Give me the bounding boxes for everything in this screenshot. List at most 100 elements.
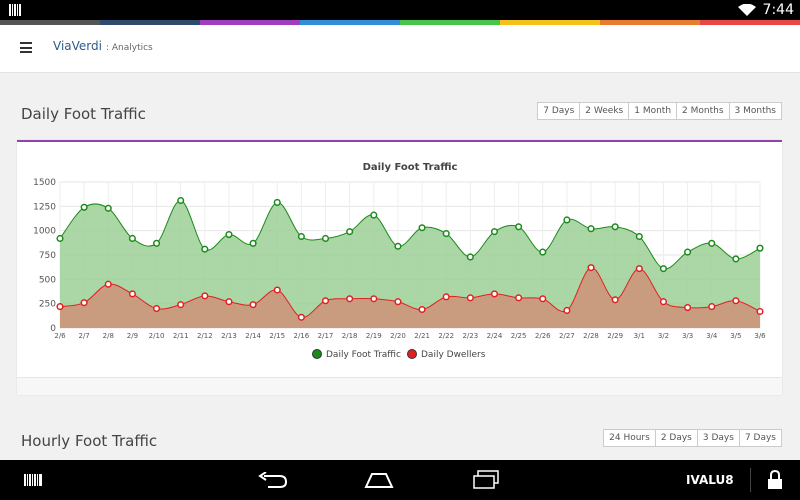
data-point [515,294,523,302]
brand-subtitle: : Analytics [105,43,153,53]
x-tick-label: 2/23 [462,332,478,340]
data-point [153,239,161,247]
hourly-range-button[interactable]: 7 Days [744,433,776,443]
data-point [297,313,305,321]
brand-name: ViaVerdi [53,39,102,53]
legend-marker [312,349,322,359]
data-point [442,293,450,301]
hourly-range-button[interactable]: 2 Days [656,430,698,446]
y-tick-label: 500 [39,275,56,285]
daily-range-button[interactable]: 7 Days [538,103,581,119]
data-point [466,253,474,261]
stripe-segment [100,20,200,25]
chart-title: Daily Foot Traffic [363,162,458,173]
x-tick-label: 2/29 [607,332,623,340]
data-point [128,290,136,298]
x-tick-label: 2/13 [221,332,237,340]
data-point [128,234,136,243]
data-point [490,228,499,236]
barcode-icon [9,4,21,16]
data-point [659,265,667,273]
daily-range-button[interactable]: 2 Months [677,103,730,119]
data-point [225,231,233,239]
device-brand: IVALU8 [686,473,734,487]
card-footer [17,377,782,395]
data-point [732,255,740,263]
y-tick-label: 250 [39,300,56,310]
y-tick-label: 1000 [33,227,56,237]
stripe-segment [400,20,500,25]
data-point [418,305,426,314]
barcode-icon[interactable] [24,474,42,486]
recent-apps-icon[interactable] [472,470,500,490]
y-tick-label: 0 [50,324,56,334]
color-stripe [0,20,800,25]
data-point [177,196,185,205]
data-point [225,298,233,306]
data-point [104,204,112,212]
daily-range-button[interactable]: 1 Month [629,103,678,119]
data-point [635,265,643,273]
data-point [177,301,185,309]
x-tick-label: 2/9 [127,332,138,340]
x-tick-label: 3/4 [706,332,718,340]
x-tick-label: 2/28 [583,332,599,340]
hourly-range-button[interactable]: 24 Hours [604,430,656,446]
x-tick-label: 3/5 [730,332,741,340]
x-tick-label: 2/7 [79,332,90,340]
daily-section-title: Daily Foot Traffic [21,105,146,123]
data-point [442,230,450,238]
stripe-segment [600,20,700,25]
data-point [273,198,281,206]
daily-range-button[interactable]: 2 Weeks [580,103,630,119]
x-tick-label: 2/6 [54,332,66,340]
data-point [370,211,378,219]
x-tick-label: 2/14 [245,332,261,340]
daily-chart-card: Daily Foot Traffic 0 250 500 750 1000 1250 1500… [17,140,782,395]
brand-title: ViaVerdi: Analytics [53,39,153,53]
daily-range-button[interactable]: 3 Months [734,106,776,116]
hamburger-menu-icon[interactable] [20,42,32,53]
data-point [346,228,354,236]
data-point [611,223,619,231]
x-tick-label: 2/17 [318,332,334,340]
data-point [80,203,88,211]
hourly-range-button[interactable]: 3 Days [698,430,740,446]
y-tick-label: 1500 [33,178,56,188]
data-point [201,292,209,300]
stripe-segment [200,20,300,25]
data-point [756,307,764,316]
stripe-segment [700,20,800,25]
data-point [104,280,112,288]
data-point [394,242,402,250]
system-nav-bar: IVALU8 [0,460,800,500]
data-point [539,295,547,303]
home-icon[interactable] [364,472,394,488]
y-tick-label: 750 [39,251,56,261]
data-point [466,294,474,302]
data-point [201,245,209,253]
stripe-segment [500,20,600,25]
data-point [684,248,692,256]
data-point [80,299,88,307]
data-point [684,304,692,312]
x-tick-label: 2/25 [511,332,527,340]
data-point [635,232,643,241]
data-point [346,295,354,303]
data-point [708,239,716,247]
x-tick-label: 2/19 [366,332,382,340]
data-point [394,298,402,306]
back-icon[interactable] [258,472,288,488]
x-tick-label: 2/15 [269,332,285,340]
data-point [56,303,64,311]
x-tick-label: 2/18 [342,332,358,340]
lock-icon[interactable] [767,470,783,490]
data-point [56,234,64,243]
stripe-segment [300,20,400,25]
data-point [273,286,281,294]
data-point [563,306,571,315]
x-tick-label: 2/24 [487,332,503,340]
data-point [490,290,499,298]
x-tick-label: 2/27 [559,332,575,340]
hourly-section-title: Hourly Foot Traffic [21,432,158,450]
